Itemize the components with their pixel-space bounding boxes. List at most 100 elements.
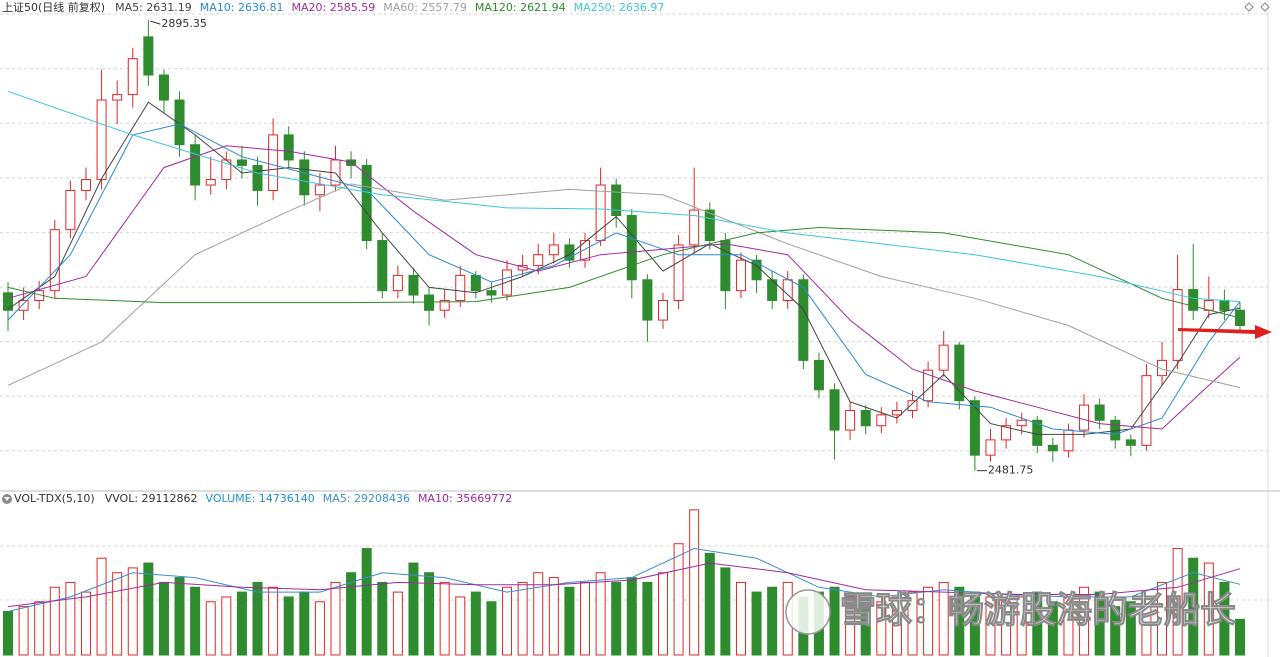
volume-bar (377, 581, 388, 656)
volume-bar (127, 567, 138, 656)
volume-bar (923, 586, 934, 656)
volume-icon-arrow (4, 497, 10, 501)
volume-bar (392, 591, 403, 656)
volume-bar (876, 601, 887, 656)
volume-bar (330, 581, 341, 656)
volume-bar (611, 581, 622, 656)
candle-body (314, 184, 325, 196)
ma-line (7, 145, 1241, 430)
candle-body (392, 274, 403, 292)
candle-body (1047, 444, 1058, 452)
candle-body (1016, 419, 1027, 427)
volume-bar (1235, 618, 1245, 656)
volume-bar (1032, 591, 1043, 656)
volume-bar (689, 509, 700, 656)
candle-body (813, 359, 824, 391)
candle-body (3, 292, 13, 311)
candle-body (580, 240, 591, 261)
volume-bar (18, 606, 29, 656)
volume-bar (548, 577, 559, 656)
volume-bar (205, 601, 216, 656)
volume-bar (657, 572, 668, 656)
volume-bar (626, 577, 637, 656)
candle-body (1141, 375, 1152, 446)
legend-entry: MA60: 2557.79 (383, 1, 467, 14)
volume-bar (221, 596, 232, 656)
volume-bar (470, 591, 481, 656)
candle-body (611, 184, 622, 217)
volume-bar (1203, 562, 1214, 656)
candle-body (1063, 429, 1074, 452)
candle-body (439, 299, 450, 311)
candle-body (283, 134, 294, 161)
volume-bar (283, 596, 294, 656)
candle-body (80, 179, 91, 191)
candle-body (1125, 439, 1136, 446)
candle-body (907, 400, 918, 411)
candle-body (1079, 404, 1090, 431)
volume-bar (1172, 548, 1183, 656)
candle-body (720, 240, 731, 292)
candle-body (174, 99, 185, 146)
candle-body (1219, 299, 1230, 311)
ma-line (7, 101, 1241, 435)
volume-bar (502, 586, 513, 656)
legend-entry: MA120: 2621.94 (475, 1, 566, 14)
candle-body (49, 229, 60, 292)
volume-bar (112, 572, 123, 656)
volume-bar (361, 548, 372, 656)
candle-body (65, 189, 76, 231)
ma-line (7, 226, 1241, 319)
candle-body (1157, 359, 1168, 377)
candle-body (1094, 404, 1105, 421)
volume-bar (143, 562, 154, 656)
volume-bar (985, 596, 996, 656)
candle-body (470, 274, 481, 292)
volume-bar (424, 572, 435, 656)
candle-body (408, 274, 419, 296)
volume-bar (1047, 601, 1058, 656)
volume-bar (158, 581, 169, 656)
volume-bar (1094, 591, 1105, 656)
volume-bar (80, 591, 91, 656)
annotation-label: 2895.35 (161, 17, 207, 30)
candle-body (798, 279, 809, 361)
volume-bar (3, 610, 13, 656)
volume-bar (642, 581, 653, 656)
candle-body (876, 414, 887, 427)
candle-body (860, 409, 871, 427)
candle-body (143, 36, 154, 76)
candle-body (533, 254, 544, 267)
volume-bar (517, 581, 528, 656)
legend-entry: VOLUME: 14736140 (206, 492, 315, 505)
volume-bar (564, 586, 575, 656)
volume-bar (1157, 581, 1168, 656)
chart-title: 上证50(日线 前复权) (2, 0, 105, 14)
legend-entry: MA20: 2585.59 (292, 1, 376, 14)
volume-bar (533, 572, 544, 656)
volume-bar (1016, 596, 1027, 656)
candle-body (969, 400, 980, 456)
candle-body (112, 94, 123, 101)
volume-bar (595, 572, 606, 656)
volume-bar (938, 581, 949, 656)
volume-bar (1141, 596, 1152, 656)
ma-line (7, 547, 1241, 612)
legend-entry: MA5: 29208436 (323, 492, 410, 505)
panel-icons (1244, 2, 1270, 12)
candle-body (1172, 289, 1183, 361)
volume-bar (735, 581, 746, 656)
candle-body (891, 409, 902, 416)
ma-line (7, 562, 1241, 608)
volume-bar (174, 577, 185, 656)
legend-entry: MA250: 2636.97 (574, 1, 665, 14)
legend-entry: MA10: 35669772 (418, 492, 512, 505)
volume-bar (486, 601, 497, 656)
volume-bar (829, 586, 840, 656)
volume-bar (1219, 581, 1230, 656)
volume-bar (299, 591, 310, 656)
watermark: 雪球：畅游股海的老船长 (840, 590, 1236, 631)
annotation-leader (150, 20, 161, 25)
